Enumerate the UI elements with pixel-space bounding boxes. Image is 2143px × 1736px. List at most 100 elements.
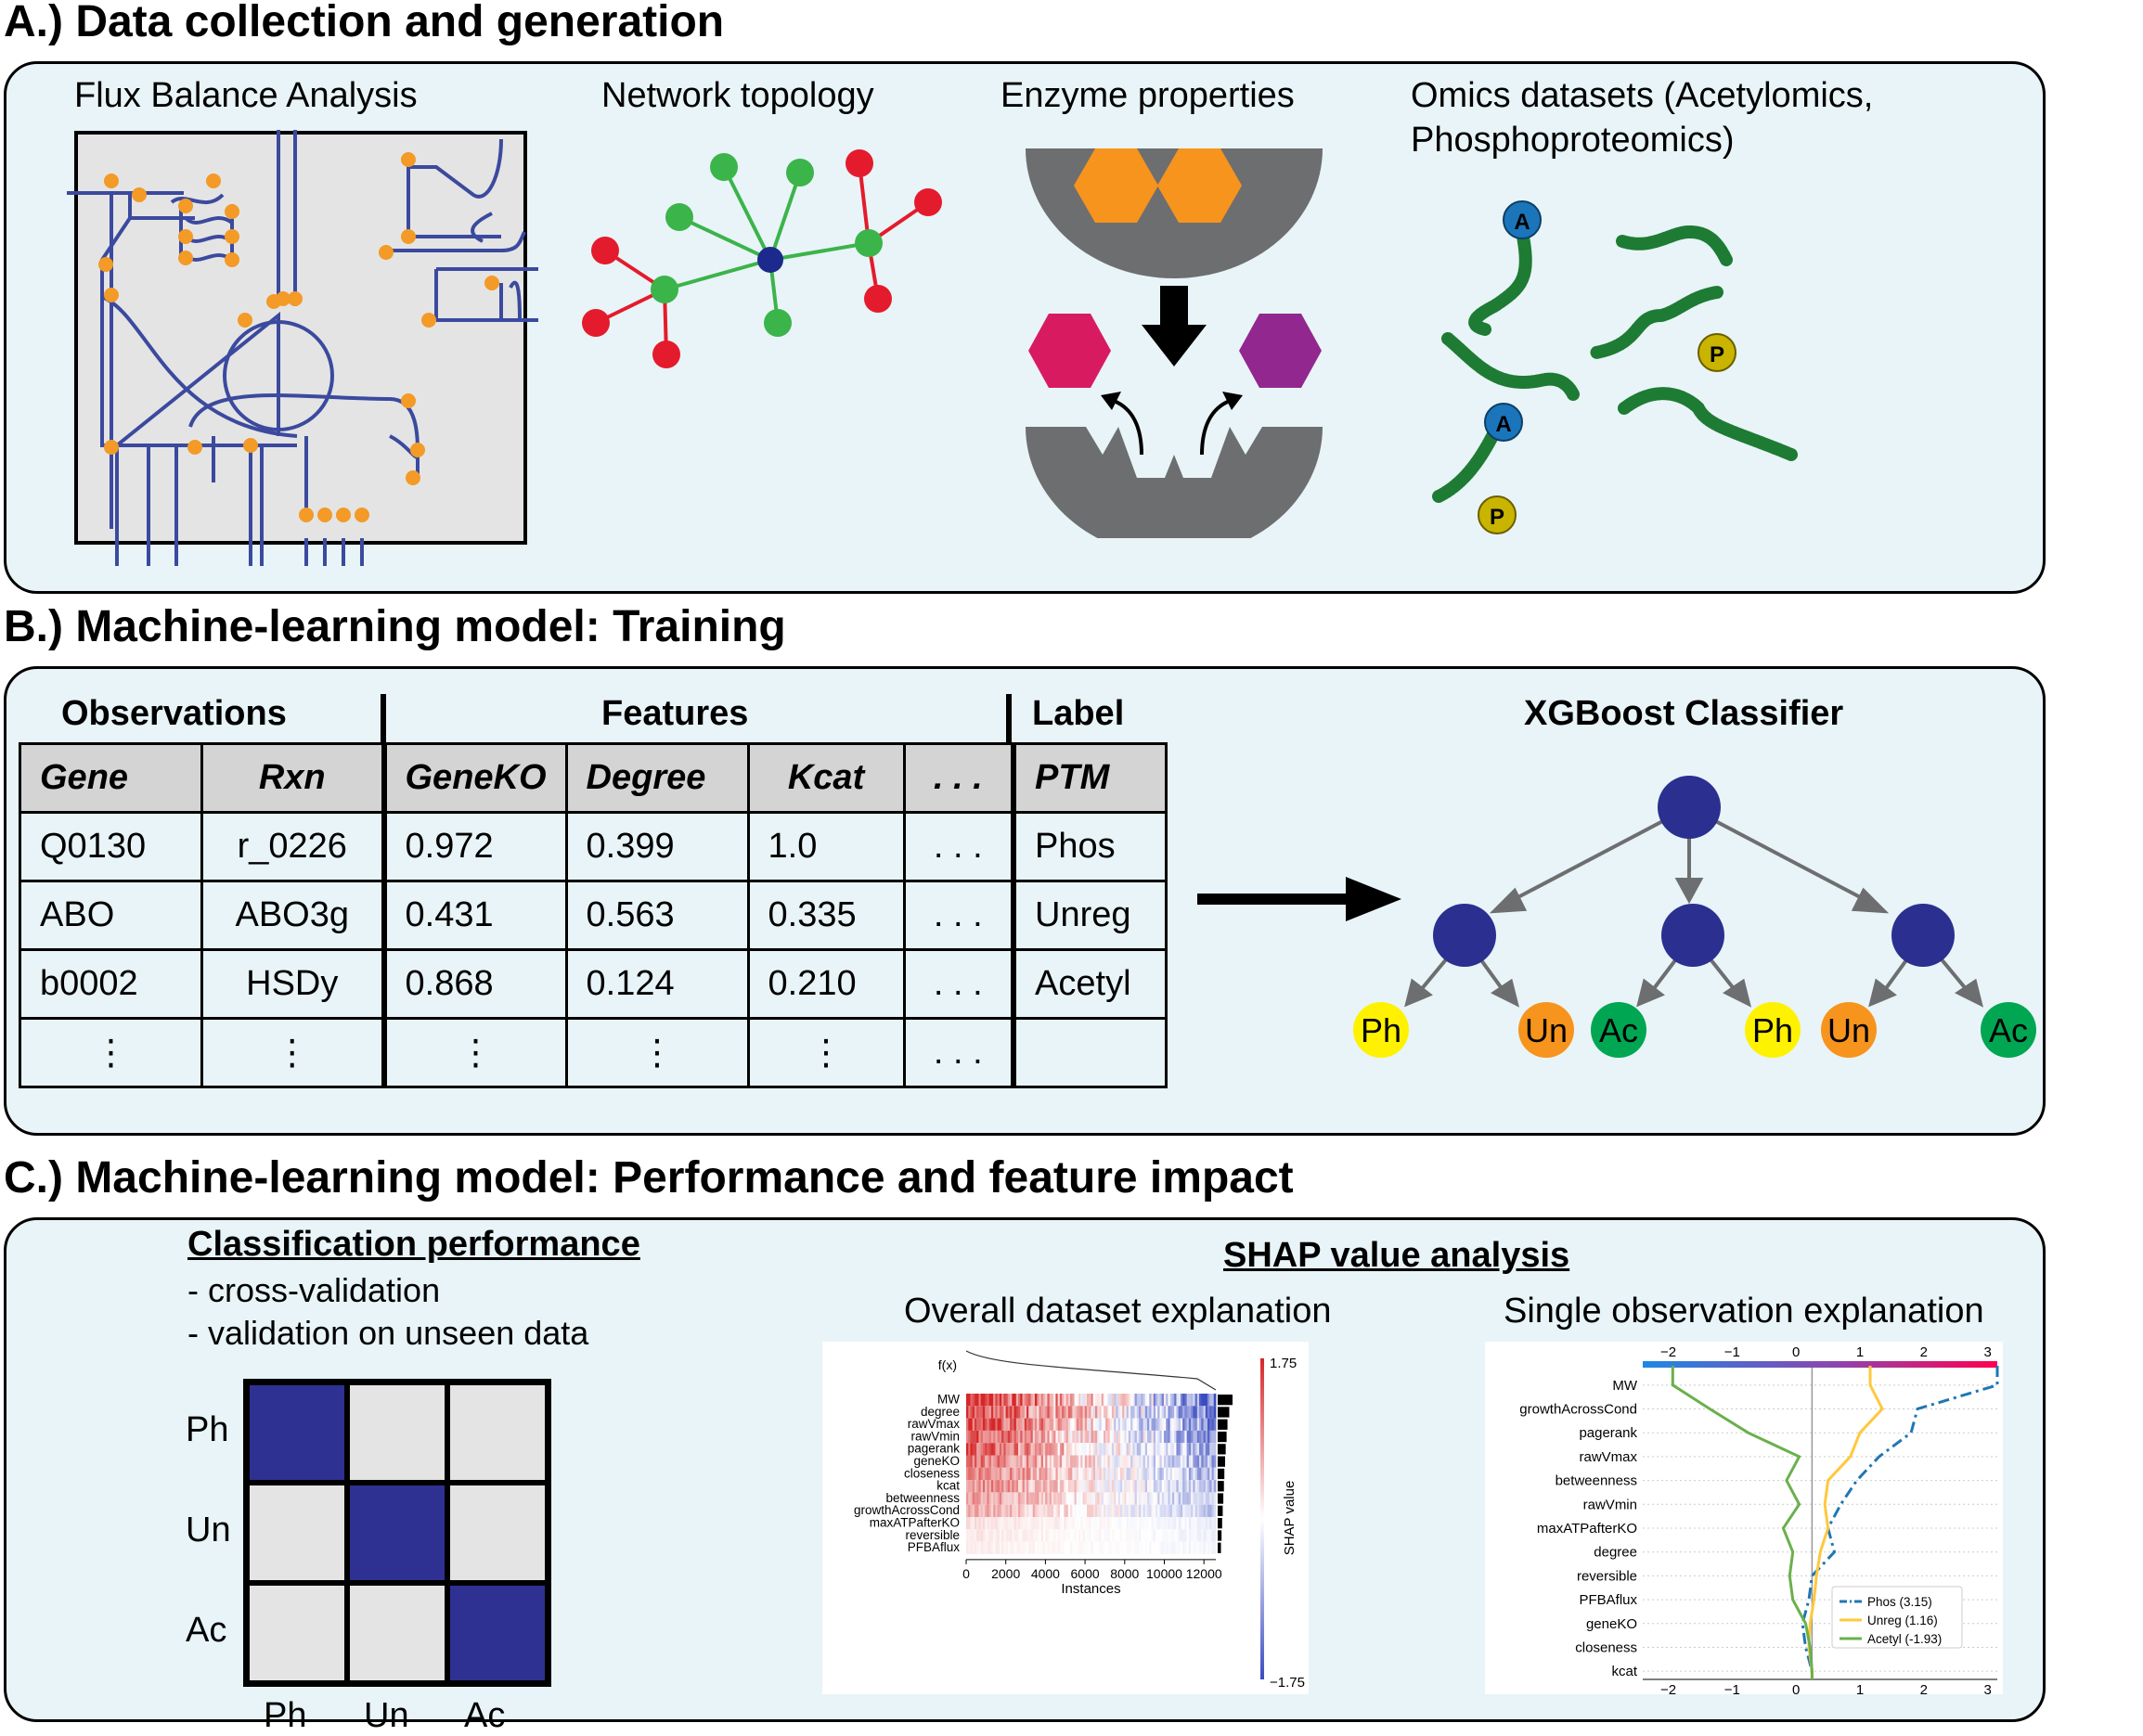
heatmap-feature-label: degree xyxy=(921,1405,960,1419)
omics-title-line2: Phosphoproteomics) xyxy=(1411,121,1735,160)
colorbar-min: −1.75 xyxy=(1270,1675,1305,1691)
col-kcat: Kcat xyxy=(746,742,906,814)
leaf-ac xyxy=(1981,1002,2036,1058)
table-row: b0002 HSDy 0.868 0.124 0.210 . . . Acety… xyxy=(19,948,1168,1020)
decision-feature-label: closeness xyxy=(1575,1640,1637,1655)
decision-color-bar xyxy=(1643,1361,1997,1368)
colorbar xyxy=(1260,1358,1264,1679)
section-b-heading: B.) Machine-learning model: Training xyxy=(4,602,786,651)
legend-entry: Acetyl (-1.93) xyxy=(1867,1632,1942,1646)
confusion-cell xyxy=(447,1382,548,1483)
importance-bar xyxy=(1218,1530,1222,1541)
colorbar-max: 1.75 xyxy=(1270,1356,1297,1371)
leaf-label: Ph xyxy=(1752,1011,1793,1049)
cell-rxn: HSDy xyxy=(200,948,385,1020)
importance-bar xyxy=(1218,1493,1224,1504)
heatmap-cells xyxy=(966,1394,1217,1554)
leaf-ph xyxy=(1745,1002,1801,1058)
decision-legend: Phos (3.15) Unreg (1.16) Acetyl (-1.93) xyxy=(1831,1586,1963,1649)
network-graph xyxy=(582,149,942,368)
cell-more: . . . xyxy=(902,811,1015,882)
cell-ptm xyxy=(1011,1017,1168,1088)
col-rxn: Rxn xyxy=(200,742,385,814)
importance-bar xyxy=(1218,1431,1227,1443)
cell-gene: Q0130 xyxy=(19,811,203,882)
heatmap-feature-label: reversible xyxy=(905,1528,960,1542)
cell-kcat: ⋮ xyxy=(746,1017,906,1088)
shap-title: SHAP value analysis xyxy=(1223,1236,1570,1275)
omics-title-line1: Omics datasets (Acetylomics, xyxy=(1411,76,1874,115)
enzyme-title: Enzyme properties xyxy=(1000,76,1295,115)
heatmap-feature-label: betweenness xyxy=(885,1491,960,1505)
training-table: Gene Rxn GeneKO Degree Kcat . . . PTM Q0… xyxy=(19,742,1168,1088)
perf-item-cv: - cross-validation xyxy=(187,1271,441,1309)
heatmap-feature-label: kcat xyxy=(936,1479,960,1493)
single-decision-card: −2 −1 0 1 2 3 MW growthAcrossCond pagerank rawVma… xyxy=(1485,1342,2003,1694)
col-degree: Degree xyxy=(564,742,750,814)
cell-rxn: r_0226 xyxy=(200,811,385,882)
phospho-badge-1: P xyxy=(1710,342,1724,367)
confusion-cell xyxy=(347,1382,447,1483)
acetyl-badge-1: A xyxy=(1514,210,1530,235)
cell-more: . . . xyxy=(902,948,1015,1020)
leaf-label: Ac xyxy=(1599,1011,1638,1049)
decision-feature-label: pagerank xyxy=(1579,1425,1637,1441)
cell-kcat: 1.0 xyxy=(746,811,906,882)
importance-bar xyxy=(1218,1407,1230,1418)
decision-feature-label: PFBAflux xyxy=(1579,1592,1637,1608)
confusion-cell xyxy=(347,1483,447,1583)
heatmap-x-tick: 10000 xyxy=(1146,1566,1182,1581)
decision-feature-label: maxATPafterKO xyxy=(1537,1521,1637,1537)
importance-bar xyxy=(1218,1505,1223,1516)
single-title: Single observation explanation xyxy=(1504,1292,1984,1331)
perf-title: Classification performance xyxy=(187,1225,640,1264)
confusion-cell xyxy=(447,1483,548,1583)
cell-gene: ABO xyxy=(19,880,203,951)
heatmap-feature-label: rawVmax xyxy=(908,1417,961,1431)
cell-geneko: ⋮ xyxy=(381,1017,568,1088)
importance-bar xyxy=(1218,1456,1225,1467)
cm-col-label: Un xyxy=(364,1696,409,1735)
features-header: Features xyxy=(601,694,749,733)
leaf-label: Un xyxy=(1525,1011,1568,1049)
confusion-cell xyxy=(247,1583,347,1683)
overall-heatmap-card: f(x) MW degree rawVmax rawVmin pagerank geneKO… xyxy=(822,1342,1309,1694)
heatmap-feature-label: growthAcrossCond xyxy=(854,1503,960,1517)
group-divider-2 xyxy=(1006,694,1012,742)
network-title: Network topology xyxy=(601,76,874,115)
cell-degree: 0.124 xyxy=(564,948,750,1020)
legend-entry: Unreg (1.16) xyxy=(1867,1614,1938,1627)
decision-x-tick: −2 xyxy=(1660,1682,1676,1694)
fba-metabolic-map xyxy=(67,130,538,566)
cell-geneko: 0.868 xyxy=(381,948,568,1020)
decision-feature-label: rawVmin xyxy=(1583,1497,1637,1512)
label-header: Label xyxy=(1032,694,1125,733)
cell-geneko: 0.972 xyxy=(381,811,568,882)
decision-top-tick: 3 xyxy=(1984,1344,1992,1360)
decision-feature-label: MW xyxy=(1612,1378,1637,1394)
cell-degree: 0.399 xyxy=(564,811,750,882)
heatmap-x-tick: 2000 xyxy=(991,1566,1020,1581)
heatmap-x-tick: 8000 xyxy=(1110,1566,1139,1581)
heatmap-x-tick: 4000 xyxy=(1031,1566,1060,1581)
heatmap-feature-label: maxATPafterKO xyxy=(870,1516,960,1530)
cell-degree: 0.563 xyxy=(564,880,750,951)
cell-geneko: 0.431 xyxy=(381,880,568,951)
cell-gene: ⋮ xyxy=(19,1017,203,1088)
perf-item-unseen: - validation on unseen data xyxy=(187,1314,589,1352)
fx-curve xyxy=(965,1350,1217,1391)
confusion-cell xyxy=(247,1483,347,1583)
table-row: ⋮ ⋮ ⋮ ⋮ ⋮ . . . xyxy=(19,1017,1168,1088)
decision-feature-label: growthAcrossCond xyxy=(1519,1402,1637,1418)
cm-col-label: Ac xyxy=(464,1696,506,1735)
leaf-label: Un xyxy=(1827,1011,1870,1049)
fx-label: f(x) xyxy=(938,1357,957,1372)
col-ptm: PTM xyxy=(1011,742,1168,814)
cm-row-label: Un xyxy=(186,1511,231,1550)
cell-rxn: ABO3g xyxy=(200,880,385,951)
cell-gene: b0002 xyxy=(19,948,203,1020)
decision-x-tick: 3 xyxy=(1984,1682,1992,1694)
leaf-ac xyxy=(1591,1002,1646,1058)
cm-col-label: Ph xyxy=(264,1696,307,1735)
observations-header: Observations xyxy=(61,694,287,733)
